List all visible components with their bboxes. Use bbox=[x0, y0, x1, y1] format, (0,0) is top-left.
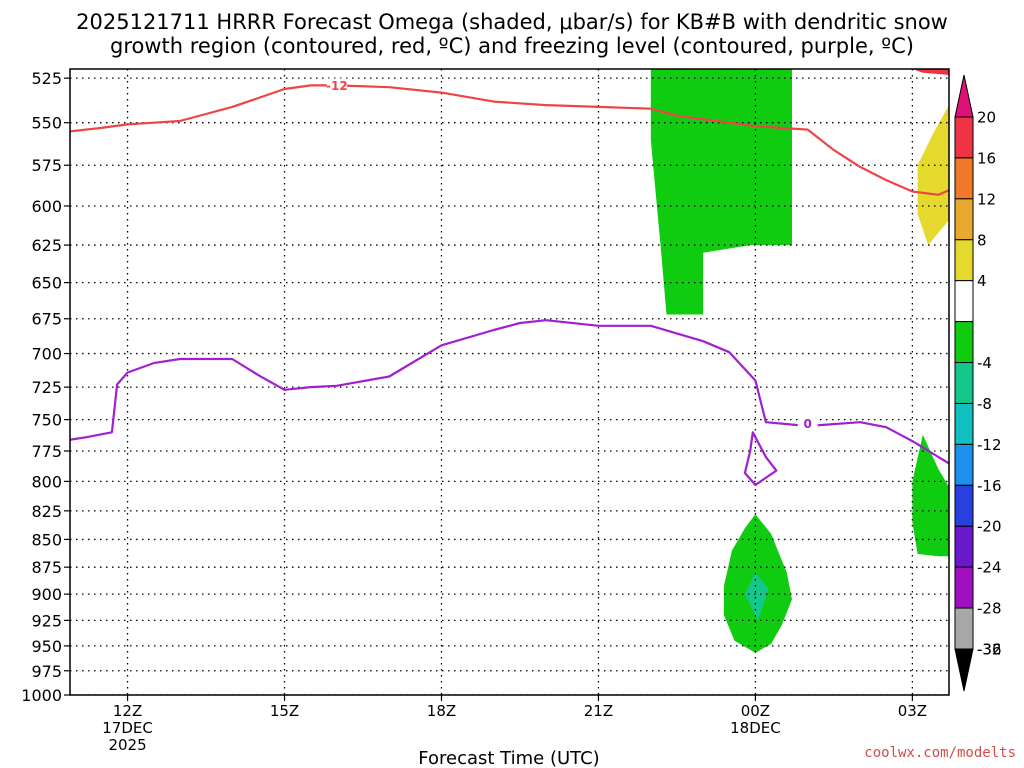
y-axis: 525 550 575 600 625 650 675 700 725 750 775 800 825 8… bbox=[21, 69, 70, 705]
y-tick-label: 525 bbox=[31, 69, 62, 88]
credit-text[interactable]: coolwx.com/modelts bbox=[864, 745, 1016, 761]
colorbar-bin bbox=[954, 402, 974, 445]
x-tick-label: 03Z bbox=[898, 702, 927, 720]
x-tick-label: 12Z bbox=[113, 702, 142, 720]
colorbar-bin bbox=[954, 321, 974, 364]
omega-region-5 bbox=[744, 572, 769, 621]
contour-label-bg bbox=[326, 78, 347, 93]
colorbar-label: -12 bbox=[977, 436, 1002, 454]
omega-region-1 bbox=[917, 72, 949, 246]
y-tick-label: 825 bbox=[31, 502, 62, 521]
contour-line-2 bbox=[743, 431, 778, 487]
colorbar-label: 20 bbox=[977, 109, 996, 127]
contour-line-1 bbox=[70, 319, 949, 465]
chart-title-line2: growth region (contoured, red, ºC) and f… bbox=[110, 34, 914, 58]
y-tick-label: 875 bbox=[31, 558, 62, 577]
colorbar-bin bbox=[954, 198, 974, 241]
y-tick-label: 675 bbox=[31, 310, 62, 329]
y-tick-label: 800 bbox=[31, 472, 62, 491]
y-tick-label: 600 bbox=[31, 197, 62, 216]
colorbar-bin bbox=[954, 239, 974, 282]
colorbar-bin bbox=[954, 566, 974, 609]
y-tick-label: 850 bbox=[31, 530, 62, 549]
y-tick-label: 1000 bbox=[21, 686, 62, 705]
colorbar-label: 8 bbox=[977, 231, 987, 249]
colorbar-label: 16 bbox=[977, 149, 996, 167]
contour-line-0 bbox=[70, 84, 949, 196]
surface-band bbox=[70, 695, 965, 705]
colorbar-under-arrow bbox=[954, 648, 974, 692]
y-tick-label: 950 bbox=[31, 637, 62, 656]
y-tick-label: 725 bbox=[31, 378, 62, 397]
colorbar-bin bbox=[954, 362, 974, 404]
x-axis-title: Forecast Time (UTC) bbox=[418, 748, 599, 768]
x-tick-label: 15Z bbox=[270, 702, 299, 720]
colorbar-label: -16 bbox=[977, 477, 1002, 495]
x-tick-label: 21Z bbox=[584, 702, 613, 720]
colorbar-label: -8 bbox=[977, 395, 992, 413]
y-tick-label: 550 bbox=[31, 114, 62, 133]
colorbar-label: -24 bbox=[977, 559, 1002, 577]
plot-frame bbox=[69, 68, 950, 696]
colorbar-label: -32 bbox=[977, 641, 1002, 659]
x-tick-label: 00Z bbox=[741, 702, 770, 720]
colorbar-bin bbox=[954, 443, 974, 486]
colorbar-label: 12 bbox=[977, 190, 996, 208]
colorbar-bin bbox=[954, 116, 974, 159]
x-tick-label: 18DEC bbox=[730, 719, 781, 737]
contour-label-bg bbox=[797, 416, 818, 431]
y-tick-label: 700 bbox=[31, 345, 62, 364]
y-tick-label: 625 bbox=[31, 236, 62, 255]
y-tick-label: 650 bbox=[31, 274, 62, 293]
omega-region-3 bbox=[912, 434, 949, 557]
colorbar-bin bbox=[954, 525, 974, 568]
contour-label-0: -12 bbox=[326, 79, 348, 93]
y-tick-label: 900 bbox=[31, 585, 62, 604]
omega-region-0 bbox=[650, 69, 792, 315]
omega-region-2 bbox=[912, 69, 949, 75]
y-tick-label: 925 bbox=[31, 611, 62, 630]
grid bbox=[70, 69, 949, 695]
contour-labels: -12 0 bbox=[326, 78, 818, 431]
colorbar-label: -28 bbox=[977, 600, 1002, 618]
omega-shaded-regions bbox=[70, 69, 965, 705]
y-tick-label: 775 bbox=[31, 442, 62, 461]
y-tick-label: 750 bbox=[31, 411, 62, 430]
colorbar: 20 16 12 8 4 -4 -8 -12 -16 -20 -24 -28 -32-36 bbox=[954, 74, 1002, 692]
colorbar-bin bbox=[954, 607, 974, 650]
colorbar-bin bbox=[954, 157, 974, 200]
y-tick-label: 575 bbox=[31, 156, 62, 175]
y-tick-label: 975 bbox=[31, 662, 62, 681]
chart-title-line1: 2025121711 HRRR Forecast Omega (shaded, … bbox=[76, 10, 948, 34]
colorbar-over-arrow bbox=[954, 74, 974, 118]
contour-label-1: 0 bbox=[804, 417, 812, 431]
colorbar-label: -36 bbox=[977, 641, 1002, 659]
x-tick-label: 2025 bbox=[108, 736, 146, 754]
colorbar-label: -20 bbox=[977, 518, 1002, 536]
x-tick-label: 17DEC bbox=[102, 719, 153, 737]
x-tick-label: 18Z bbox=[427, 702, 456, 720]
colorbar-label: 4 bbox=[977, 272, 987, 290]
colorbar-bin bbox=[954, 280, 974, 323]
contour-lines bbox=[70, 84, 949, 487]
colorbar-bin bbox=[954, 484, 974, 527]
colorbar-label: -4 bbox=[977, 354, 992, 372]
